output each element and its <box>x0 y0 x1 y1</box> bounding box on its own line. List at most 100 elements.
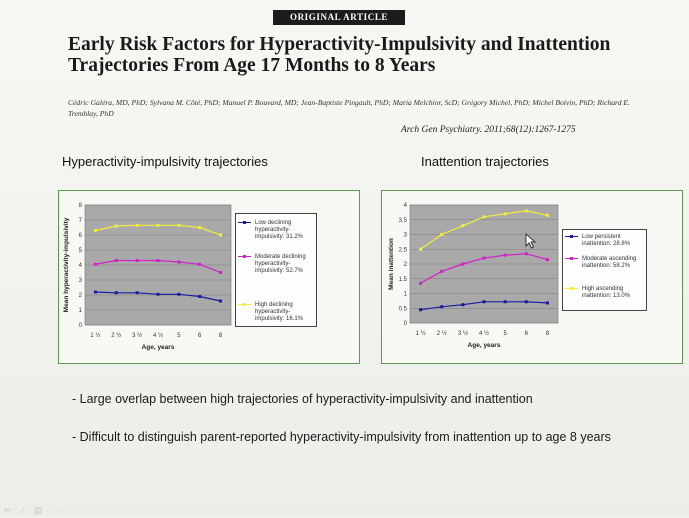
data-point <box>503 253 507 257</box>
legend-label: Low declining hyperactivity-impulsivity:… <box>255 220 304 240</box>
x-axis-label: Age, years <box>142 344 175 351</box>
data-point <box>93 262 97 266</box>
bullet-distinguish: - Difficult to distinguish parent-report… <box>72 430 611 444</box>
article-title: Early Risk Factors for Hyperactivity-Imp… <box>68 34 611 76</box>
y-tick-label: 3 <box>79 278 83 284</box>
data-point <box>156 292 160 296</box>
data-point <box>219 233 223 237</box>
y-tick-label: 3.5 <box>399 218 408 224</box>
data-point <box>198 226 202 229</box>
mouse-cursor-icon <box>525 233 537 249</box>
data-point <box>461 262 465 266</box>
data-point <box>419 308 423 312</box>
y-tick-label: 5 <box>79 248 83 254</box>
x-tick-label: 8 <box>219 333 223 339</box>
x-tick-label: 4 ½ <box>153 332 163 339</box>
data-point <box>461 303 465 307</box>
y-tick-label: 0 <box>79 323 83 329</box>
data-point <box>440 305 444 309</box>
y-tick-label: 2 <box>79 293 83 299</box>
menu-icon[interactable]: ▤ <box>33 505 43 515</box>
author-list: Cédric Galéra, MD, PhD; Sylvana M. Côté,… <box>68 98 630 118</box>
data-point <box>524 209 528 213</box>
y-tick-label: 0 <box>404 321 408 327</box>
data-point <box>545 213 549 217</box>
data-point <box>93 290 97 294</box>
y-tick-label: 2 <box>404 262 408 268</box>
y-tick-label: 6 <box>79 233 83 239</box>
legend-marker <box>238 302 251 306</box>
data-point <box>177 223 181 227</box>
x-tick-label: 2 ½ <box>111 332 121 339</box>
x-tick-label: 5 <box>503 331 507 337</box>
y-tick-label: 4 <box>404 203 408 209</box>
legend-marker <box>238 254 251 258</box>
data-point <box>524 252 528 256</box>
hyperactivity-chart: 0 1 2 3 4 5 6 7 8 1 ½ 2 ½ 3 ½ 4 ½ 5 6 8 Age, years Mean h… <box>58 190 360 364</box>
chart-svg: 0 0.5 1 1.5 2 2.5 3 3.5 4 1 ½ 2 ½ 3 ½ 4 ½ 5 6 8 Age, yea… <box>388 203 559 349</box>
data-point <box>177 292 181 296</box>
data-point <box>198 295 202 298</box>
data-point <box>524 300 528 304</box>
data-point <box>545 258 549 262</box>
data-point <box>219 299 223 303</box>
y-tick-label: 0.5 <box>399 306 408 312</box>
data-point <box>156 259 160 262</box>
x-tick-label: 2 ½ <box>437 330 447 337</box>
y-tick-label: 2.5 <box>399 247 408 253</box>
data-point <box>482 215 486 219</box>
bullet-overlap: - Large overlap between high trajectorie… <box>72 392 533 406</box>
data-point <box>114 291 118 295</box>
legend-marker <box>565 256 578 260</box>
data-point <box>156 223 160 227</box>
chart-legend: Low declining hyperactivity-impulsivity:… <box>235 213 317 327</box>
more-icon[interactable]: ⋯ <box>52 505 62 515</box>
x-tick-label: 3 ½ <box>132 332 142 339</box>
data-point <box>419 281 423 285</box>
legend-label: High declining hyperactivity-impulsivity… <box>255 302 304 322</box>
legend-marker <box>565 286 578 290</box>
data-point <box>135 259 139 262</box>
x-tick-label: 1 ½ <box>416 330 426 337</box>
pen-icon[interactable]: ∕ <box>22 505 24 515</box>
data-point <box>440 233 444 236</box>
data-point <box>114 224 118 228</box>
y-tick-label: 1 <box>79 308 83 314</box>
legend-marker <box>238 220 251 224</box>
x-tick-label: 8 <box>546 331 550 337</box>
slideshow-toolbar[interactable]: ⇐ ∕ ▤ ⋯ <box>4 500 74 515</box>
y-tick-label: 8 <box>79 203 83 209</box>
y-tick-label: 1.5 <box>399 277 408 283</box>
data-point <box>419 247 423 251</box>
data-point <box>482 300 486 304</box>
journal-citation: Arch Gen Psychiatry. 2011;68(12):1267-12… <box>401 125 576 135</box>
x-tick-label: 5 <box>177 333 181 339</box>
data-point <box>198 262 202 266</box>
arrow-icon[interactable]: ⇐ <box>4 505 12 515</box>
x-tick-label: 6 <box>525 331 529 337</box>
y-tick-label: 7 <box>79 218 83 224</box>
x-tick-label: 3 ½ <box>458 330 468 337</box>
data-point <box>177 260 181 264</box>
inattention-chart: 0 0.5 1 1.5 2 2.5 3 3.5 4 1 ½ 2 ½ 3 ½ 4 ½ 5 6 8 Age, yea… <box>381 190 683 364</box>
y-axis-label: Mean hyperactivity-impulsivity <box>63 217 70 312</box>
data-point <box>440 269 444 273</box>
data-point <box>135 223 139 227</box>
x-axis-label: Age, years <box>468 342 501 349</box>
x-tick-label: 1 ½ <box>90 332 100 339</box>
data-point <box>503 300 507 304</box>
legend-label: Moderate declining hyperactivity-impulsi… <box>255 254 306 274</box>
data-point <box>219 271 223 274</box>
data-point <box>135 291 139 295</box>
legend-marker <box>565 234 578 238</box>
y-tick-label: 3 <box>404 233 408 239</box>
y-tick-label: 1 <box>404 292 408 298</box>
y-tick-label: 4 <box>79 263 83 269</box>
chart-legend: Low persistent inattention: 28.8% Moderat… <box>562 229 647 311</box>
data-point <box>114 259 118 262</box>
data-point <box>93 229 97 232</box>
data-point <box>482 256 486 260</box>
legend-label: High ascending inattention: 13.0% <box>582 286 631 299</box>
legend-label: Low persistent inattention: 28.8% <box>582 234 631 247</box>
